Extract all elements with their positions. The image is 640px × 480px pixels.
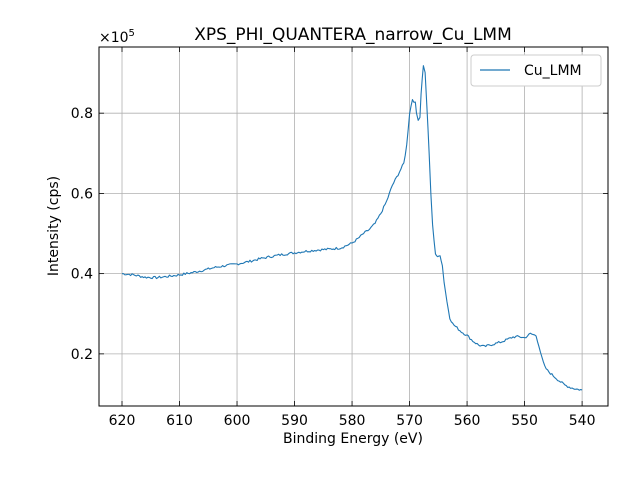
- x-tick-label: 610: [166, 413, 193, 429]
- x-tick-label: 590: [281, 413, 308, 429]
- x-tick-label: 570: [396, 413, 423, 429]
- y-multiplier-base: ×10: [99, 30, 129, 46]
- y-tick-label: 0.4: [71, 267, 93, 283]
- plot-frame: [98, 46, 609, 407]
- x-tick-label: 580: [339, 413, 366, 429]
- series-line-cu-lmm: [122, 65, 583, 391]
- y-tick-label: 0.6: [71, 186, 93, 202]
- chart-title: XPS_PHI_QUANTERA_narrow_Cu_LMM: [194, 25, 512, 45]
- tick-labels: 620 610 600 590 580 570 560 550 540 0.2 0.4 0.6 0.8: [71, 106, 596, 429]
- y-axis-label: Intensity (cps): [46, 176, 62, 276]
- x-tick-label: 560: [454, 413, 481, 429]
- series-layer: [122, 65, 583, 391]
- legend-box: [470, 54, 602, 87]
- x-axis-label: Binding Energy (eV): [283, 431, 423, 447]
- x-tick-label: 620: [109, 413, 136, 429]
- y-multiplier: ×105: [99, 28, 135, 46]
- y-tick-label: 0.2: [71, 347, 93, 363]
- y-tick-label: 0.8: [71, 106, 93, 122]
- grid: [99, 47, 608, 406]
- legend-label-cu-lmm: Cu_LMM: [524, 63, 582, 79]
- legend: Cu_LMM: [470, 54, 602, 87]
- ticks: [99, 47, 608, 406]
- x-tick-label: 600: [224, 413, 251, 429]
- y-multiplier-exponent: 5: [129, 28, 135, 39]
- x-tick-label: 540: [569, 413, 596, 429]
- x-tick-label: 550: [511, 413, 538, 429]
